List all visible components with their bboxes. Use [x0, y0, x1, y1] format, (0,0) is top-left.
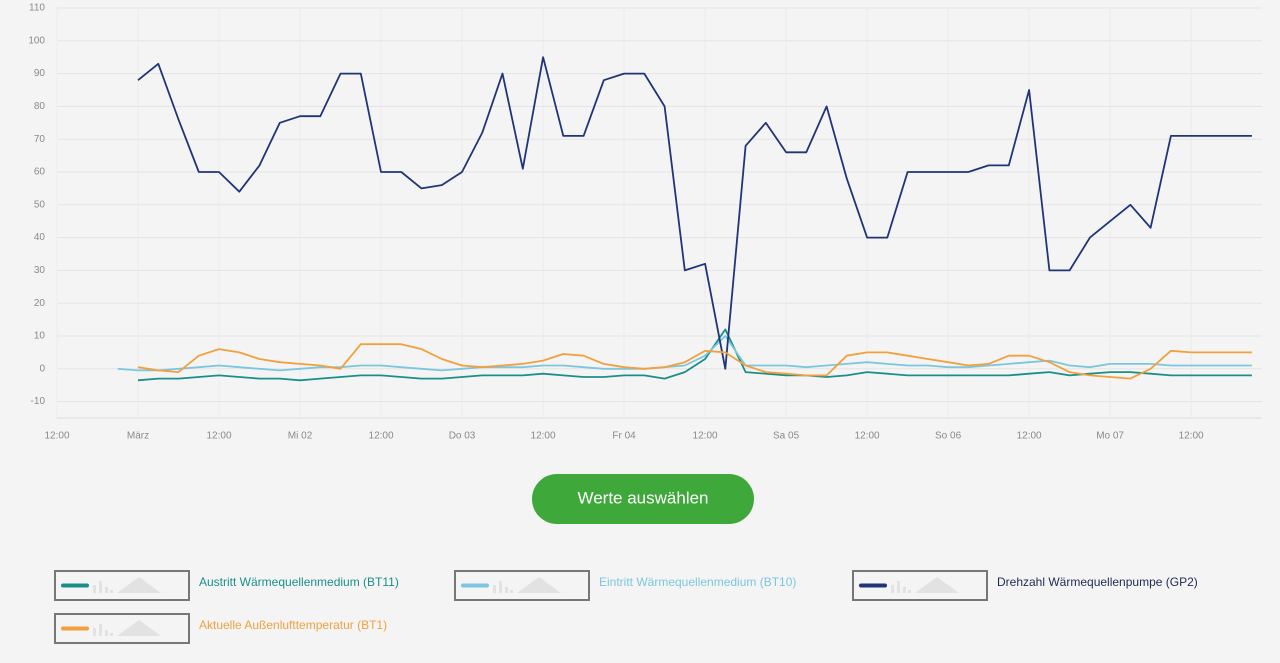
x-tick-label: Do 03: [449, 431, 476, 442]
legend-bar-icon[interactable]: [505, 587, 508, 593]
legend-bar-icon[interactable]: [110, 633, 113, 636]
series-line: [137, 328, 1252, 382]
y-tick-label: 0: [39, 363, 45, 374]
y-tick-label: 110: [29, 3, 45, 14]
y-tick-label: 70: [34, 134, 46, 145]
legend-area-icon[interactable]: [117, 620, 161, 636]
x-tick-label: 12:00: [693, 431, 718, 442]
legend-bar-icon[interactable]: [93, 628, 96, 636]
legend-label[interactable]: Aktuelle Außenlufttemperatur (BT1): [199, 618, 387, 632]
x-tick-label: 12:00: [1017, 431, 1042, 442]
x-tick-label: 12:00: [207, 431, 232, 442]
series-line: [137, 56, 1252, 370]
legend-bar-icon[interactable]: [105, 587, 108, 593]
y-tick-label: 20: [34, 298, 46, 309]
x-tick-label: So 06: [935, 431, 962, 442]
legend-item[interactable]: Drehzahl Wärmequellenpumpe (GP2): [852, 570, 1198, 601]
legend-box[interactable]: [852, 570, 988, 601]
y-tick-label: 50: [34, 199, 46, 210]
legend-bar-icon[interactable]: [105, 630, 108, 636]
legend-bar-icon[interactable]: [110, 590, 113, 593]
legend-item[interactable]: Austritt Wärmequellenmedium (BT11): [54, 570, 399, 601]
x-tick-label: Sa 05: [773, 431, 800, 442]
legend-label[interactable]: Eintritt Wärmequellenmedium (BT10): [599, 575, 796, 589]
y-tick-label: 40: [34, 232, 46, 243]
legend-bar-icon[interactable]: [510, 590, 513, 593]
x-tick-label: Mi 02: [288, 431, 313, 442]
legend-box[interactable]: [54, 570, 190, 601]
legend-bar-icon[interactable]: [891, 585, 894, 593]
legend-label[interactable]: Austritt Wärmequellenmedium (BT11): [199, 575, 399, 589]
legend-bar-icon[interactable]: [493, 585, 496, 593]
legend-area-icon[interactable]: [915, 577, 959, 593]
y-tick-label: 80: [34, 101, 46, 112]
legend-bar-icon[interactable]: [93, 585, 96, 593]
y-tick-label: 60: [34, 167, 46, 178]
legend-box[interactable]: [454, 570, 590, 601]
legend-label[interactable]: Drehzahl Wärmequellenpumpe (GP2): [997, 575, 1198, 589]
button-label[interactable]: Werte auswählen: [577, 488, 708, 507]
x-tick-label: 12:00: [1179, 431, 1204, 442]
x-tick-label: 12:00: [855, 431, 880, 442]
legend-bar-icon[interactable]: [903, 587, 906, 593]
legend-bar-icon[interactable]: [499, 581, 502, 593]
legend-bar-icon[interactable]: [99, 624, 102, 636]
y-tick-label: 90: [34, 68, 46, 79]
x-tick-label: 12:00: [44, 431, 69, 442]
legend-bar-icon[interactable]: [99, 581, 102, 593]
button-background[interactable]: [532, 474, 754, 524]
lines: [117, 56, 1252, 382]
legend-bar-icon[interactable]: [897, 581, 900, 593]
x-tick-label: 12:00: [369, 431, 394, 442]
y-tick-label: 30: [34, 265, 46, 276]
x-tick-label: März: [127, 431, 149, 442]
series-line: [117, 335, 1252, 372]
series-line: [137, 343, 1252, 380]
grid: -10 0 10 20 30 40 50 60 70 80 90 100 110 12:00 März 12:…: [28, 3, 1262, 442]
legend: Austritt Wärmequellenmedium (BT11) Eintri…: [54, 570, 1198, 644]
y-tick-label: 10: [34, 331, 46, 342]
legend-item[interactable]: Eintritt Wärmequellenmedium (BT10): [454, 570, 796, 601]
x-tick-label: 12:00: [531, 431, 556, 442]
x-tick-label: Mo 07: [1096, 431, 1124, 442]
legend-area-icon[interactable]: [517, 577, 561, 593]
x-tick-label: Fr 04: [612, 431, 636, 442]
legend-item[interactable]: Aktuelle Außenlufttemperatur (BT1): [54, 613, 387, 644]
y-tick-label: -10: [31, 396, 46, 407]
legend-area-icon[interactable]: [117, 577, 161, 593]
legend-bar-icon[interactable]: [908, 590, 911, 593]
legend-box[interactable]: [54, 613, 190, 644]
select-values-button[interactable]: Werte auswählen: [532, 474, 754, 524]
y-tick-label: 100: [28, 35, 45, 46]
